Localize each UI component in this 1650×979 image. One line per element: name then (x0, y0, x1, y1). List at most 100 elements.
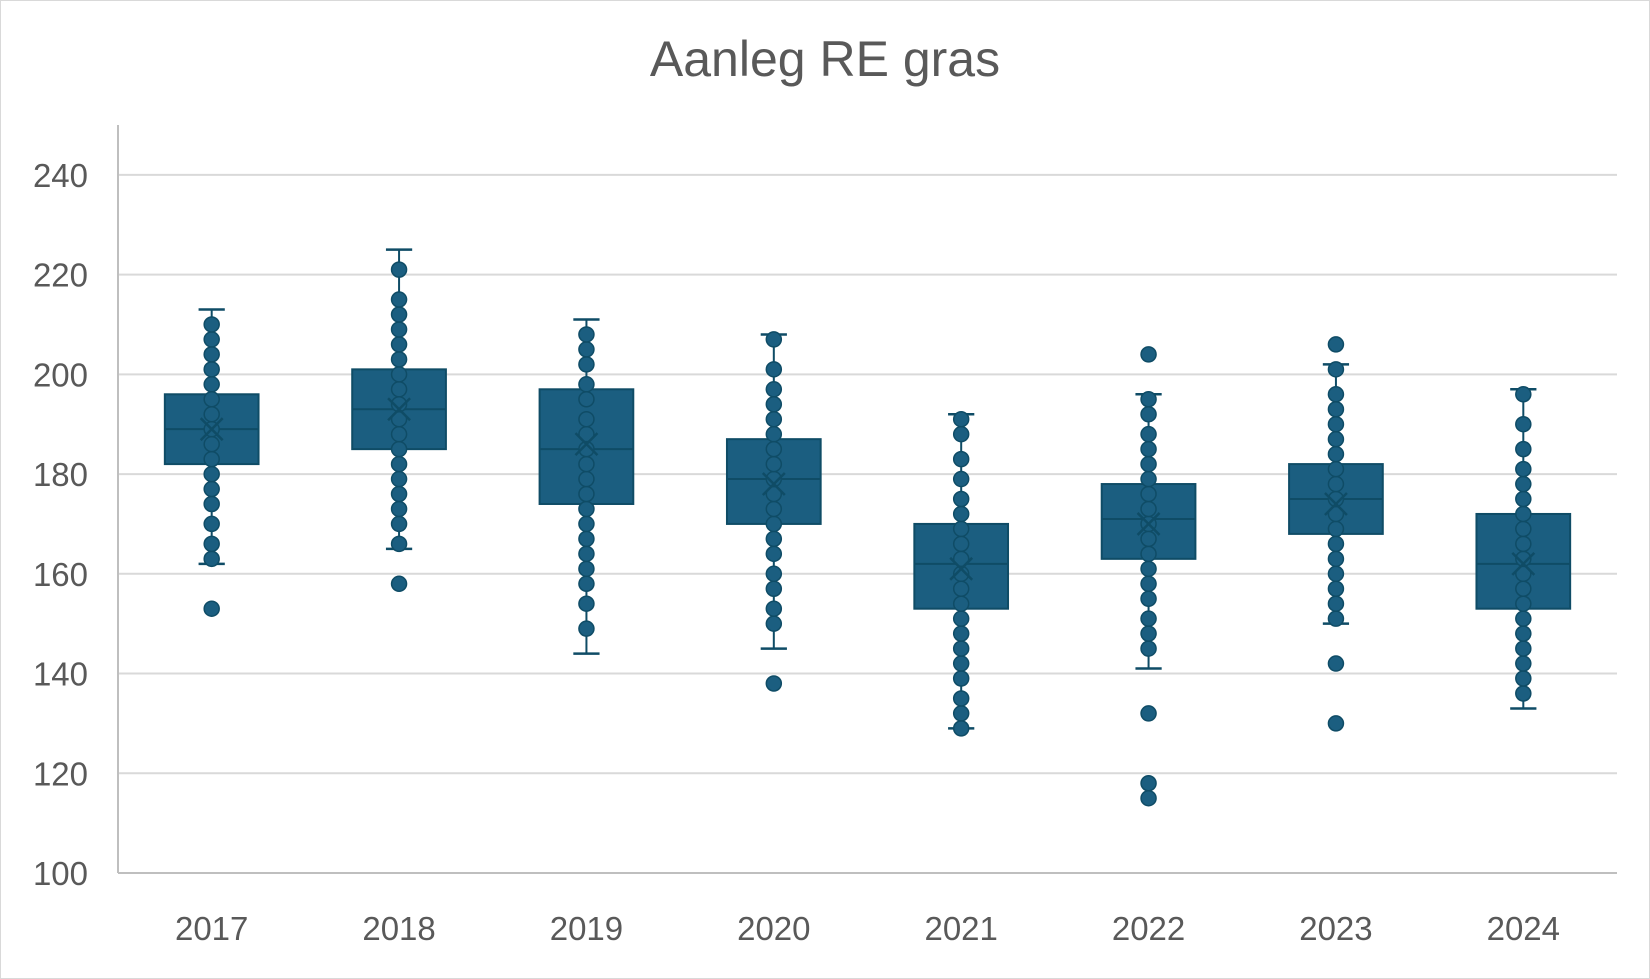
data-point (1327, 550, 1345, 568)
data-point (203, 361, 220, 378)
data-point (1515, 685, 1532, 702)
chart-title: Aanleg RE gras (649, 31, 1001, 87)
data-point (1140, 346, 1157, 363)
data-point (1327, 361, 1345, 378)
data-point (203, 465, 220, 483)
y-tick-label: 180 (33, 456, 88, 493)
data-point (765, 530, 783, 548)
y-tick-label: 140 (33, 656, 88, 693)
data-point (1327, 520, 1345, 538)
data-point (1327, 386, 1345, 403)
data-point (203, 495, 220, 513)
data-point (203, 600, 220, 617)
data-point (390, 366, 408, 383)
data-point (1140, 485, 1157, 503)
data-point (203, 550, 220, 568)
x-tick-label: 2019 (550, 910, 623, 947)
data-point (578, 620, 595, 637)
data-point (1515, 490, 1532, 508)
data-point (390, 351, 408, 368)
data-point (952, 470, 970, 488)
data-point (1140, 610, 1157, 627)
data-point (765, 381, 783, 398)
data-point (952, 720, 970, 737)
data-point (1327, 595, 1345, 612)
data-point (1140, 530, 1157, 548)
data-point (952, 655, 970, 672)
data-point (765, 500, 783, 518)
data-point (390, 535, 408, 553)
data-point (1515, 655, 1532, 672)
data-point (578, 515, 595, 533)
data-point (1140, 705, 1157, 722)
data-point (1515, 670, 1532, 687)
data-point (1327, 400, 1345, 418)
data-point (578, 500, 595, 518)
data-point (1515, 625, 1532, 642)
data-point (952, 410, 970, 428)
data-point (1140, 575, 1157, 593)
data-point (1140, 391, 1157, 408)
data-point (203, 480, 220, 498)
data-point (765, 675, 783, 692)
data-point (1140, 425, 1157, 443)
data-point (952, 520, 970, 538)
data-point (1515, 520, 1532, 538)
y-tick-label: 240 (33, 157, 88, 194)
data-point (1327, 475, 1345, 493)
mean-marker (761, 472, 786, 496)
data-point (390, 425, 408, 443)
data-point (952, 450, 970, 468)
data-point (1515, 505, 1532, 523)
data-point (952, 690, 970, 707)
data-point (1140, 405, 1157, 423)
data-point (390, 440, 408, 458)
data-point (203, 405, 220, 423)
x-tick-label: 2022 (1112, 910, 1185, 947)
data-point (1327, 610, 1345, 627)
data-point (1515, 475, 1532, 493)
data-point (1140, 500, 1157, 518)
data-point (765, 331, 783, 348)
y-tick-label: 120 (33, 755, 88, 792)
data-point (578, 485, 595, 503)
data-point (1515, 440, 1532, 458)
data-point (578, 560, 595, 578)
data-point (390, 500, 408, 518)
data-point (203, 346, 220, 363)
data-point (203, 450, 220, 468)
data-point (578, 341, 595, 358)
data-point (1327, 415, 1345, 433)
y-tick-label: 220 (33, 257, 88, 294)
x-tick-label: 2024 (1487, 910, 1560, 947)
mean-marker (387, 397, 411, 422)
mean-marker (1511, 551, 1536, 576)
mean-marker (1324, 492, 1348, 516)
data-point (390, 261, 408, 278)
data-point (578, 391, 595, 408)
data-point (578, 455, 595, 473)
data-point (765, 565, 783, 583)
data-point (952, 505, 970, 523)
data-point (1140, 590, 1157, 607)
data-point (765, 515, 783, 533)
data-point (578, 376, 595, 393)
data-point (765, 425, 783, 443)
data-point (390, 291, 408, 308)
data-point (952, 610, 970, 627)
data-point (390, 485, 408, 503)
data-point (578, 326, 595, 343)
mean-marker (199, 417, 224, 442)
data-point (1515, 535, 1532, 553)
mean-marker (574, 432, 599, 457)
data-point (765, 396, 783, 413)
data-point (765, 580, 783, 598)
data-point (203, 376, 220, 393)
data-point (1140, 640, 1157, 657)
data-point (203, 391, 220, 408)
data-point (203, 316, 220, 333)
data-point (203, 515, 220, 533)
data-point (390, 470, 408, 488)
mean-marker (1136, 512, 1161, 536)
